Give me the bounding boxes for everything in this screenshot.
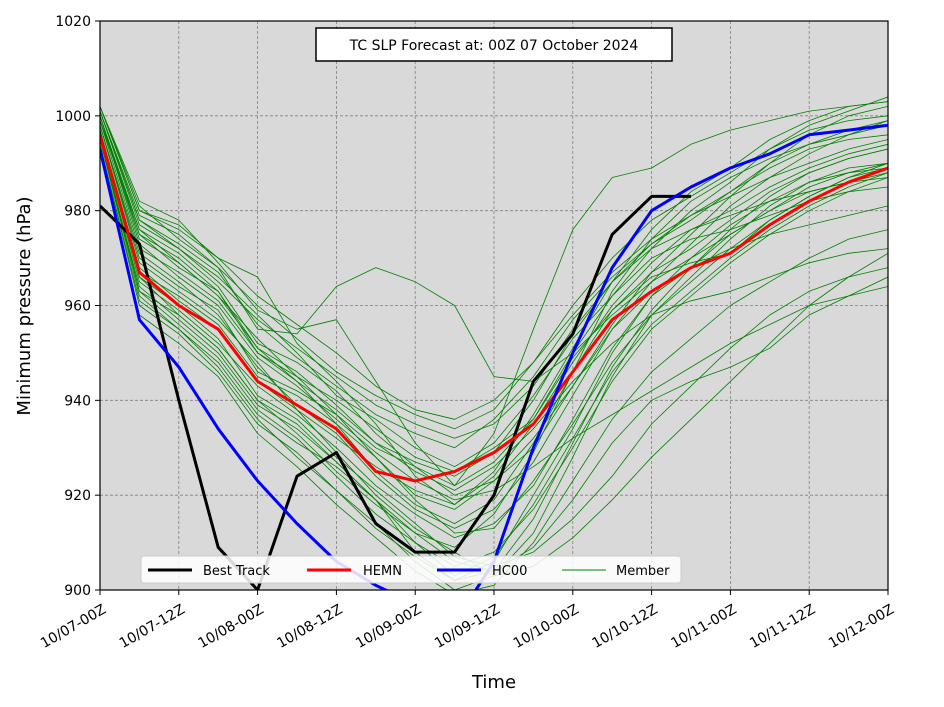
member-line <box>100 110 888 449</box>
legend: Best Track HEMN HC00 Member <box>140 555 682 584</box>
legend-label: HC00 <box>492 564 527 579</box>
title-box: TC SLP Forecast at: 00Z 07 October 2024 <box>315 27 673 62</box>
y-tick-label: 940 <box>64 393 91 409</box>
y-tick-label: 960 <box>64 299 91 315</box>
member-line <box>100 120 888 491</box>
member-line <box>100 115 888 472</box>
x-tick-label: 10/08-00Z <box>196 602 267 652</box>
legend-label: Member <box>616 564 670 579</box>
x-tick-label: 10/09-00Z <box>353 602 424 652</box>
title-frame <box>315 27 673 62</box>
member-line <box>100 101 888 487</box>
member-line <box>100 101 888 506</box>
x-tick-label: 10/11-12Z <box>747 602 818 652</box>
member-line <box>100 120 888 534</box>
x-tick-label: 10/09-12Z <box>432 602 503 652</box>
best-track-line <box>100 194 691 590</box>
x-axis-label: Time <box>471 672 516 693</box>
y-tick-label: 900 <box>64 583 91 599</box>
x-tick-label: 10/10-00Z <box>511 602 582 652</box>
legend-label: Best Track <box>203 564 270 579</box>
member-line <box>100 139 888 567</box>
hemn-line <box>100 134 888 483</box>
y-tick-label: 980 <box>64 204 91 220</box>
legend-label: HEMN <box>363 564 402 579</box>
y-tick-label: 1020 <box>55 14 91 30</box>
member-line <box>100 148 888 590</box>
y-tick-label: 920 <box>64 488 91 504</box>
y-axis-label: Minimum pressure (hPa) <box>14 196 35 415</box>
member-line <box>100 129 888 524</box>
x-tick-label: 10/10-12Z <box>590 602 661 652</box>
member-line <box>100 125 888 506</box>
member-line <box>100 106 888 420</box>
y-tick-label: 1000 <box>55 109 91 125</box>
x-tick-label: 10/11-00Z <box>668 602 739 652</box>
member-line <box>100 106 888 430</box>
member-line <box>100 124 888 548</box>
member-line <box>100 110 888 439</box>
member-line <box>100 115 888 501</box>
x-tick-label: 10/08-12Z <box>274 602 345 652</box>
chart-title: TC SLP Forecast at: 00Z 07 October 2024 <box>349 38 639 54</box>
member-line <box>100 120 888 487</box>
member-line <box>100 120 888 529</box>
member-line <box>100 110 888 382</box>
x-tick-label: 10/07-12Z <box>117 602 188 652</box>
x-tick-label: 10/12-00Z <box>826 602 897 652</box>
x-tick-label: 10/07-00Z <box>38 602 109 652</box>
legend-frame <box>140 555 682 584</box>
